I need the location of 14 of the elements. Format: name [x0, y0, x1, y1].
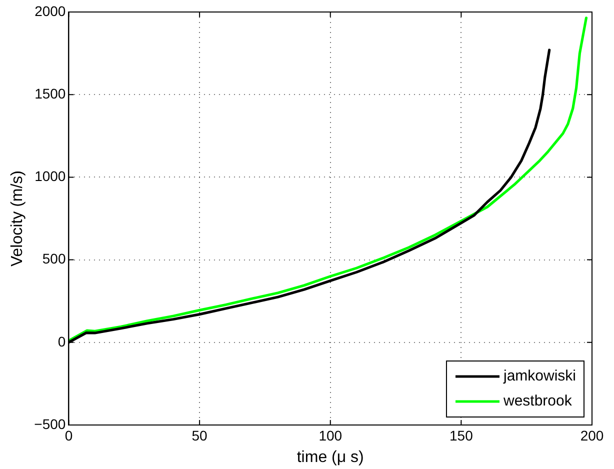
legend-label: westbrook [502, 392, 572, 410]
x-tick-label: 100 [318, 427, 342, 444]
y-tick-label: 0 [58, 333, 66, 350]
y-tick-label: 500 [42, 250, 66, 267]
y-axis-title: Velocity (m/s) [9, 170, 26, 267]
y-tick-label: −500 [34, 416, 66, 432]
x-tick-label: 200 [580, 427, 604, 444]
x-tick-label: 50 [192, 427, 208, 444]
x-tick-label: 150 [450, 427, 474, 444]
legend-label: jamkowiski [502, 368, 576, 385]
y-tick-label: 1500 [34, 85, 66, 102]
y-tick-label: 2000 [34, 2, 66, 19]
x-axis-title: time (μ s) [296, 448, 364, 466]
y-tick-label: 1000 [34, 168, 66, 184]
